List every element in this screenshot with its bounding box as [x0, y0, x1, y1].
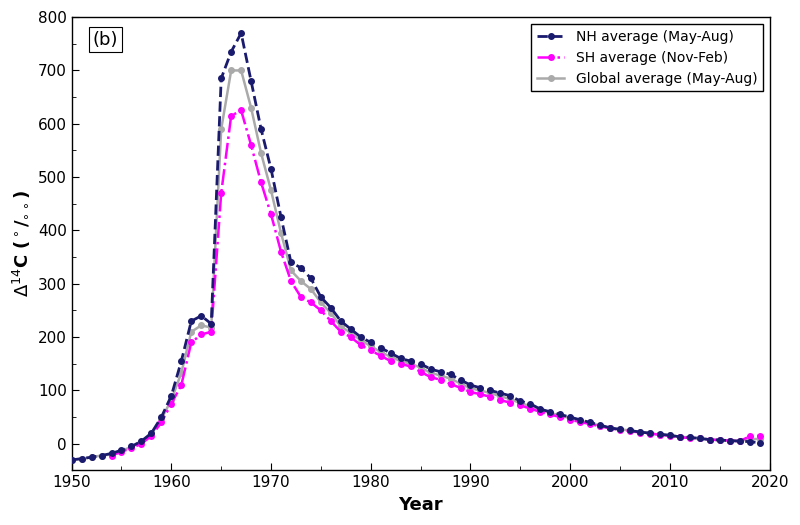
SH average (Nov-Feb) [316, 307, 326, 313]
Line: SH average (Nov-Feb): SH average (Nov-Feb) [109, 108, 762, 458]
Global average (May-Aug) [226, 67, 236, 74]
SH average (Nov-Feb) [755, 433, 765, 439]
Text: (b): (b) [93, 30, 118, 49]
Y-axis label: $\Delta^{14}$C ($^\circ$/$_{\circ\circ}$): $\Delta^{14}$C ($^\circ$/$_{\circ\circ}$… [11, 191, 32, 297]
Global average (May-Aug) [665, 432, 674, 438]
Global average (May-Aug) [456, 381, 466, 387]
NH average (May-Aug) [236, 30, 246, 36]
Global average (May-Aug) [755, 436, 765, 442]
Global average (May-Aug) [67, 457, 77, 463]
NH average (May-Aug) [755, 439, 765, 446]
NH average (May-Aug) [456, 376, 466, 383]
X-axis label: Year: Year [398, 496, 443, 514]
Global average (May-Aug) [157, 416, 166, 422]
Legend: NH average (May-Aug), SH average (Nov-Feb), Global average (May-Aug): NH average (May-Aug), SH average (Nov-Fe… [531, 24, 762, 91]
SH average (Nov-Feb) [157, 419, 166, 426]
NH average (May-Aug) [226, 49, 236, 55]
NH average (May-Aug) [286, 259, 296, 266]
NH average (May-Aug) [157, 414, 166, 421]
NH average (May-Aug) [655, 431, 665, 437]
Global average (May-Aug) [286, 267, 296, 274]
Line: NH average (May-Aug): NH average (May-Aug) [69, 30, 762, 463]
NH average (May-Aug) [67, 457, 77, 463]
NH average (May-Aug) [665, 432, 674, 438]
SH average (Nov-Feb) [106, 453, 116, 459]
SH average (Nov-Feb) [715, 437, 725, 443]
SH average (Nov-Feb) [236, 107, 246, 113]
SH average (Nov-Feb) [396, 361, 406, 367]
Global average (May-Aug) [236, 67, 246, 74]
SH average (Nov-Feb) [626, 428, 635, 434]
Line: Global average (May-Aug): Global average (May-Aug) [69, 68, 762, 463]
Global average (May-Aug) [655, 432, 665, 438]
SH average (Nov-Feb) [276, 249, 286, 255]
